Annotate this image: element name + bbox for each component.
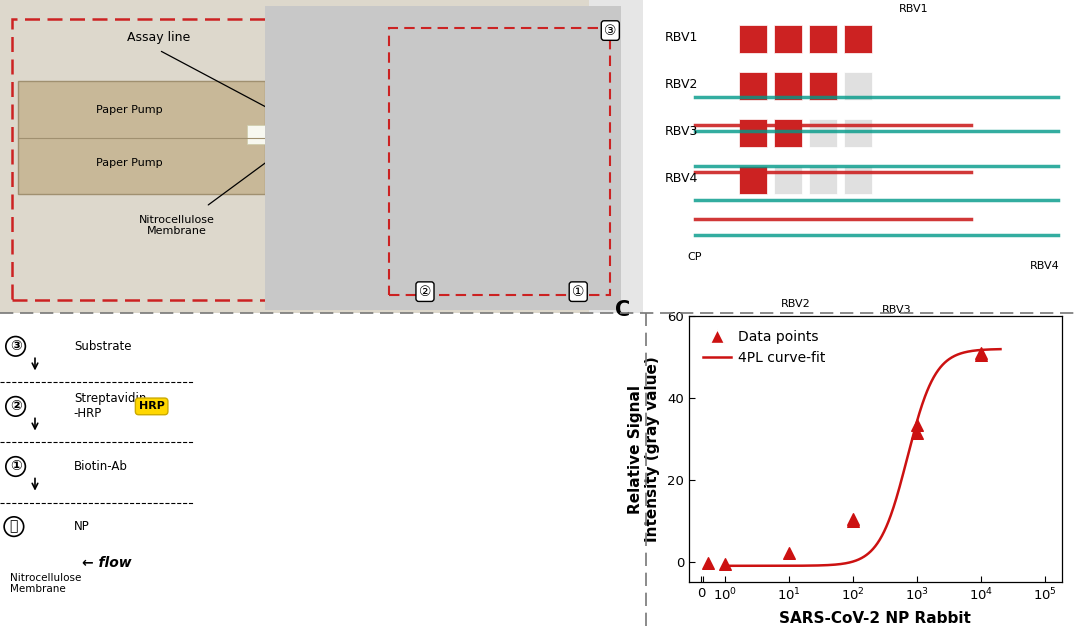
- Point: [699, 558, 716, 568]
- Text: Nitrocellulose
Membrane: Nitrocellulose Membrane: [10, 573, 81, 595]
- Bar: [809, 119, 837, 147]
- Bar: [809, 25, 837, 53]
- Text: Assay line: Assay line: [127, 31, 190, 44]
- Point: [781, 548, 798, 558]
- Bar: [843, 166, 873, 194]
- Point: [908, 419, 926, 429]
- Text: C: C: [615, 300, 630, 320]
- Bar: [843, 25, 873, 53]
- Text: ②: ②: [10, 399, 22, 413]
- Text: RBV3: RBV3: [664, 125, 698, 138]
- Point: [845, 516, 862, 526]
- Text: CP: CP: [688, 252, 702, 262]
- Text: ②: ②: [419, 285, 431, 299]
- Text: RBV1: RBV1: [664, 31, 698, 44]
- Y-axis label: Relative Signal
Intensity (gray value): Relative Signal Intensity (gray value): [627, 356, 660, 542]
- Bar: [843, 119, 873, 147]
- Text: ← flow: ← flow: [82, 556, 132, 570]
- Text: RBV4: RBV4: [664, 172, 698, 185]
- Text: Streptavidin
-HRP: Streptavidin -HRP: [73, 393, 146, 421]
- Bar: [809, 166, 837, 194]
- Text: HRP: HRP: [138, 401, 164, 411]
- Text: ①: ①: [10, 459, 22, 473]
- Text: Biotin-Ab: Biotin-Ab: [73, 460, 127, 473]
- Text: Paper Pump: Paper Pump: [96, 158, 163, 168]
- Bar: [843, 72, 873, 100]
- Point: [908, 428, 926, 438]
- Bar: [247, 125, 324, 144]
- Text: Nitrocellulose
Membrane: Nitrocellulose Membrane: [138, 215, 215, 236]
- Point: [845, 514, 862, 524]
- Text: RBV2: RBV2: [781, 299, 811, 309]
- Bar: [390, 28, 610, 295]
- Text: ③: ③: [10, 339, 22, 353]
- Bar: [739, 119, 767, 147]
- Text: ⓪: ⓪: [10, 520, 18, 533]
- Text: ①: ①: [572, 285, 584, 299]
- Bar: [739, 25, 767, 53]
- Bar: [773, 72, 802, 100]
- Point: [717, 559, 734, 569]
- Bar: [739, 166, 767, 194]
- X-axis label: SARS-CoV-2 NP Rabbit
Antibody (ng/mL): SARS-CoV-2 NP Rabbit Antibody (ng/mL): [780, 610, 971, 626]
- Text: RBV3: RBV3: [881, 305, 912, 315]
- Bar: [773, 119, 802, 147]
- Bar: [809, 72, 837, 100]
- Text: ③: ③: [604, 24, 617, 38]
- Text: RBV4: RBV4: [1030, 261, 1059, 271]
- Text: NP: NP: [73, 520, 90, 533]
- Text: Substrate: Substrate: [73, 340, 132, 353]
- Legend: Data points, 4PL curve-fit: Data points, 4PL curve-fit: [696, 323, 832, 372]
- Bar: [739, 72, 767, 100]
- Text: RBV1: RBV1: [899, 4, 929, 14]
- Point: [973, 348, 990, 358]
- Bar: [773, 25, 802, 53]
- Bar: [773, 166, 802, 194]
- Point: [973, 350, 990, 360]
- Text: Paper Pump: Paper Pump: [96, 105, 163, 115]
- Text: RBV2: RBV2: [664, 78, 698, 91]
